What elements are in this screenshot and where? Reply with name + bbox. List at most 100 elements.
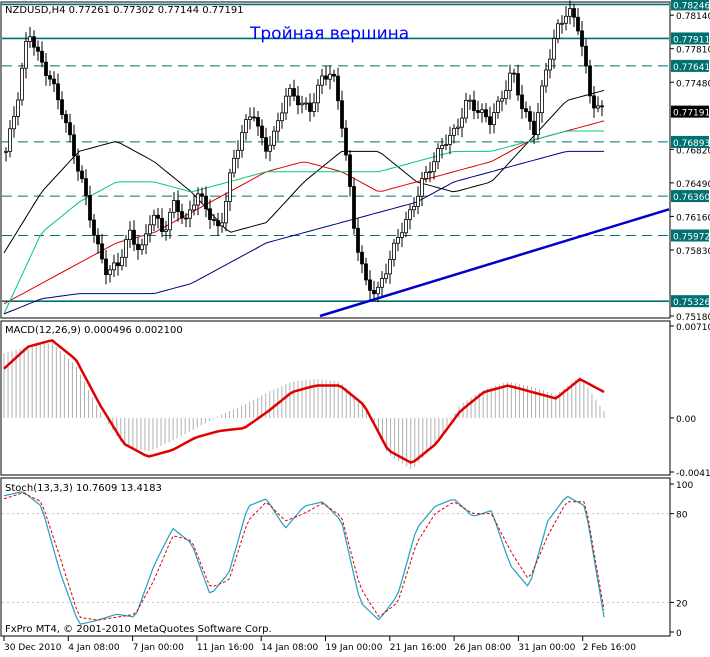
price-tick-label: 0.76490 <box>676 180 710 190</box>
candle-body <box>380 278 384 288</box>
candle-body <box>424 171 428 179</box>
candle-body <box>168 211 172 231</box>
candle-body <box>584 45 588 67</box>
time-tick-label: 19 Jan 00:00 <box>326 643 383 653</box>
candle-body <box>456 126 460 129</box>
candle-body <box>216 220 220 227</box>
candle-body <box>268 144 272 152</box>
candle-body <box>420 178 424 197</box>
candle-body <box>236 149 240 159</box>
candle-body <box>292 88 296 97</box>
candle-body <box>40 50 44 63</box>
candle-body <box>208 208 212 220</box>
candle-body <box>228 172 232 202</box>
candle-body <box>264 137 268 152</box>
time-tick-label: 7 Jan 00:00 <box>133 643 185 653</box>
candle-body <box>100 243 104 260</box>
candle-body <box>52 78 56 85</box>
level-label-box <box>671 59 709 72</box>
candle-body <box>512 72 516 75</box>
candle-body <box>440 145 444 149</box>
level-label-box <box>671 135 709 148</box>
candle-body <box>552 38 556 60</box>
candle-body <box>64 114 68 124</box>
candle-body <box>124 239 128 258</box>
support-trendline <box>319 208 670 318</box>
candle-body <box>320 75 324 86</box>
candle-body <box>408 209 412 220</box>
candle-body <box>368 279 372 291</box>
candle-body <box>416 195 420 207</box>
candle-body <box>76 155 80 172</box>
candle-body <box>508 72 512 91</box>
time-tick-label: 4 Jan 08:00 <box>68 643 120 653</box>
candle-body <box>500 98 504 102</box>
stoch-tick-label: 100 <box>676 481 693 491</box>
candle-body <box>56 83 60 101</box>
candle-body <box>116 262 120 267</box>
candle-body <box>568 8 572 17</box>
stochastic-indicator: 100 80 20 0 <box>2 481 693 639</box>
candle-body <box>336 75 340 102</box>
candle-body <box>224 200 228 224</box>
candle-body <box>348 154 352 187</box>
price-tick-label: 0.76820 <box>676 146 710 156</box>
candle-body <box>260 125 264 139</box>
candle-body <box>404 219 408 234</box>
candle-body <box>520 94 524 110</box>
candle-body <box>244 119 248 134</box>
pattern-title: Тройная вершина <box>249 24 409 44</box>
candle-body <box>160 217 164 232</box>
candle-body <box>376 286 380 295</box>
candle-body <box>300 102 304 106</box>
candle-body <box>476 110 480 113</box>
candle-body <box>340 100 344 129</box>
candle-body <box>4 150 8 153</box>
current-price-label: 0.77191 <box>673 109 710 119</box>
candle-body <box>20 67 24 101</box>
candle-body <box>80 170 84 180</box>
candle-body <box>84 178 88 196</box>
candle-body <box>356 227 360 253</box>
price-tick-label: 0.78140 <box>676 12 710 22</box>
ma-red-line <box>3 120 605 305</box>
macd-panel-frame <box>0 320 671 476</box>
candle-body <box>384 273 388 279</box>
candle-body <box>452 127 456 136</box>
candle-body <box>280 112 284 122</box>
level-label: 0.77911 <box>673 35 710 45</box>
candle-body <box>576 16 580 32</box>
candle-body <box>8 128 12 152</box>
time-tick-label: 14 Jan 08:00 <box>261 643 318 653</box>
candle-body <box>172 200 176 213</box>
candle-body <box>328 73 332 80</box>
candle-body <box>276 120 280 132</box>
level-label: 0.76360 <box>673 193 710 203</box>
candle-body <box>12 115 16 130</box>
level-label-box <box>671 295 709 308</box>
candle-body <box>560 22 564 25</box>
trendline-layer <box>319 208 670 318</box>
candle-body <box>220 222 224 227</box>
stoch-signal-line <box>3 492 605 621</box>
candle-body <box>164 229 168 232</box>
candle-body <box>332 73 336 77</box>
level-label-box <box>671 190 709 203</box>
candle-body <box>68 122 72 136</box>
candle-body <box>88 194 92 221</box>
candle-body <box>36 46 40 52</box>
candle-body <box>96 234 100 245</box>
candle-body <box>28 36 32 42</box>
candle-body <box>232 157 236 174</box>
candle-body <box>312 102 316 112</box>
stoch-tick-label: 20 <box>676 599 688 609</box>
symbol-header: NZDUSD,H4 0.77261 0.77302 0.77144 0.7719… <box>5 5 244 16</box>
candle-body <box>108 269 112 275</box>
candle-body <box>432 161 436 173</box>
candle-body <box>296 95 300 106</box>
candle-body <box>44 61 48 77</box>
candle-body <box>372 289 376 295</box>
candle-body <box>152 214 156 226</box>
price-tick-label: 0.75180 <box>676 313 710 323</box>
